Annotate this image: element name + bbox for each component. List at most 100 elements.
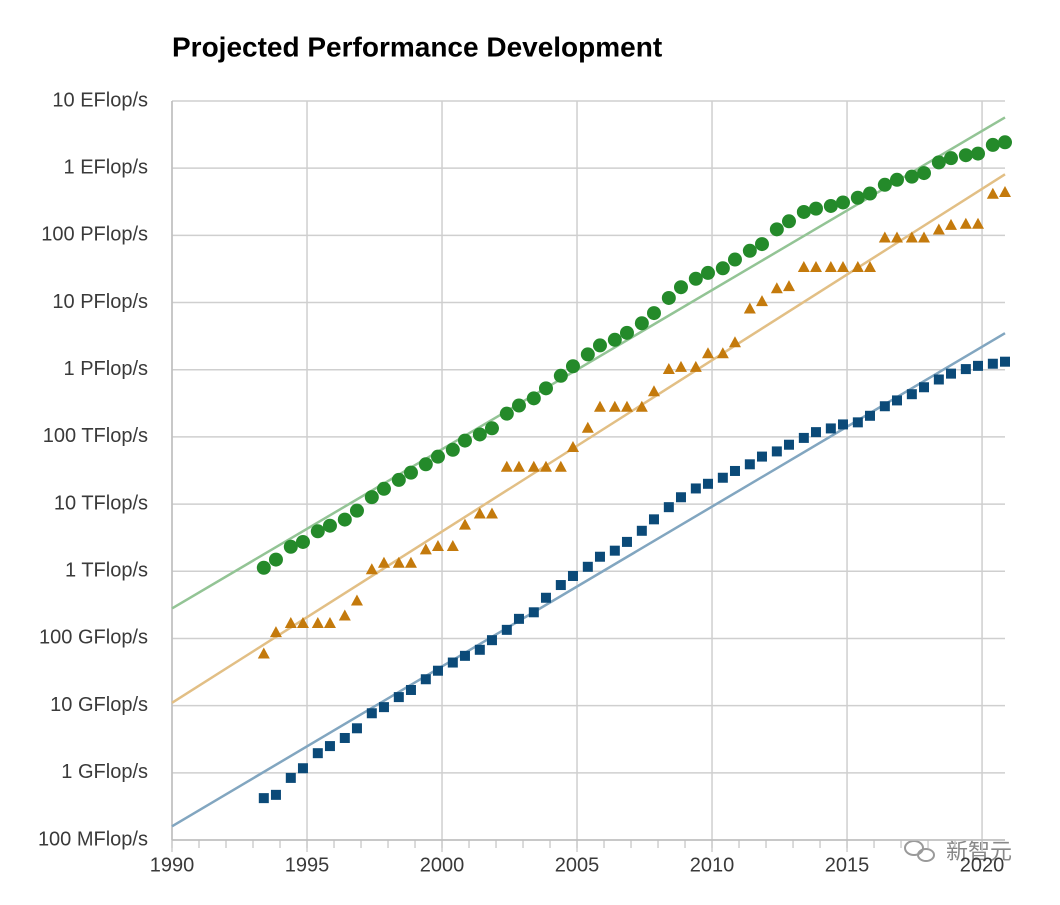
data-point xyxy=(729,465,740,476)
data-point xyxy=(323,616,336,628)
series xyxy=(258,356,1010,804)
data-point xyxy=(404,556,417,568)
data-point xyxy=(663,502,674,513)
data-point xyxy=(835,195,850,210)
data-point xyxy=(904,169,919,184)
data-point xyxy=(783,439,794,450)
data-point xyxy=(648,514,659,525)
data-point xyxy=(809,260,822,272)
data-point xyxy=(825,423,836,434)
data-point xyxy=(565,359,580,374)
data-point xyxy=(689,360,702,372)
data-point xyxy=(701,347,714,359)
data-point xyxy=(864,410,875,421)
data-point xyxy=(420,674,431,685)
data-point xyxy=(594,551,605,562)
data-point xyxy=(566,441,579,453)
data-point xyxy=(593,400,606,412)
data-point xyxy=(770,282,783,294)
y-tick-label: 10 PFlop/s xyxy=(52,291,148,313)
data-point xyxy=(378,702,389,713)
data-point xyxy=(619,325,634,340)
y-tick-label: 10 EFlop/s xyxy=(52,89,148,111)
series xyxy=(256,135,1012,575)
data-point xyxy=(1000,356,1010,367)
data-point xyxy=(890,231,903,243)
y-tick-label: 100 TFlop/s xyxy=(43,425,148,447)
data-point xyxy=(403,465,418,480)
data-point xyxy=(513,613,524,624)
data-point xyxy=(970,146,985,161)
data-point xyxy=(256,560,271,575)
data-point xyxy=(539,460,552,472)
data-point xyxy=(446,539,459,551)
data-point xyxy=(511,398,526,413)
y-tick-label: 10 GFlop/s xyxy=(50,694,148,716)
data-point xyxy=(891,395,902,406)
data-point xyxy=(727,252,742,267)
data-point xyxy=(582,561,593,572)
data-point xyxy=(918,382,929,393)
data-point xyxy=(771,446,782,457)
data-point xyxy=(337,512,352,527)
data-point xyxy=(324,741,335,752)
data-point xyxy=(688,271,703,286)
data-point xyxy=(322,518,337,533)
data-point xyxy=(916,166,931,181)
data-point xyxy=(971,217,984,229)
data-point xyxy=(377,556,390,568)
data-point xyxy=(905,231,918,243)
data-point xyxy=(608,400,621,412)
data-point xyxy=(986,187,999,199)
data-point xyxy=(581,421,594,433)
data-point xyxy=(808,201,823,216)
y-tick-label: 1 PFlop/s xyxy=(64,358,148,380)
data-point xyxy=(459,650,470,661)
y-tick-label: 100 GFlop/s xyxy=(39,627,148,649)
data-point xyxy=(742,243,757,258)
data-point xyxy=(474,644,485,655)
data-point xyxy=(960,364,971,375)
data-point xyxy=(270,789,281,800)
data-point xyxy=(419,543,432,555)
y-tick-label: 1 GFlop/s xyxy=(61,761,148,783)
data-point xyxy=(554,460,567,472)
data-point xyxy=(675,492,686,503)
y-tick-label: 10 TFlop/s xyxy=(54,492,148,514)
data-point xyxy=(447,657,458,668)
series xyxy=(257,186,1011,659)
data-point xyxy=(636,525,647,536)
data-point xyxy=(473,507,486,519)
data-point xyxy=(349,503,364,518)
data-point xyxy=(567,570,578,581)
data-point xyxy=(501,624,512,635)
data-point xyxy=(500,460,513,472)
data-point xyxy=(837,419,848,430)
data-point xyxy=(376,481,391,496)
x-tick-label: 1990 xyxy=(150,854,195,876)
data-point xyxy=(366,708,377,719)
data-point xyxy=(987,358,998,369)
data-point xyxy=(945,368,956,379)
data-point xyxy=(877,177,892,192)
data-point xyxy=(634,316,649,331)
data-point xyxy=(716,347,729,359)
data-point xyxy=(486,635,497,646)
data-point xyxy=(392,556,405,568)
data-point xyxy=(620,400,633,412)
data-point xyxy=(364,490,379,505)
data-point xyxy=(365,563,378,575)
chart-title: Projected Performance Development xyxy=(172,31,662,62)
data-point xyxy=(391,472,406,487)
data-point xyxy=(700,265,715,280)
x-tick-label: 2010 xyxy=(690,854,735,876)
data-point xyxy=(485,507,498,519)
data-point xyxy=(878,231,891,243)
data-point xyxy=(673,280,688,295)
data-point xyxy=(458,518,471,530)
data-point xyxy=(592,338,607,353)
data-point xyxy=(553,368,568,383)
data-point xyxy=(661,290,676,305)
data-point xyxy=(851,260,864,272)
data-point xyxy=(744,459,755,470)
